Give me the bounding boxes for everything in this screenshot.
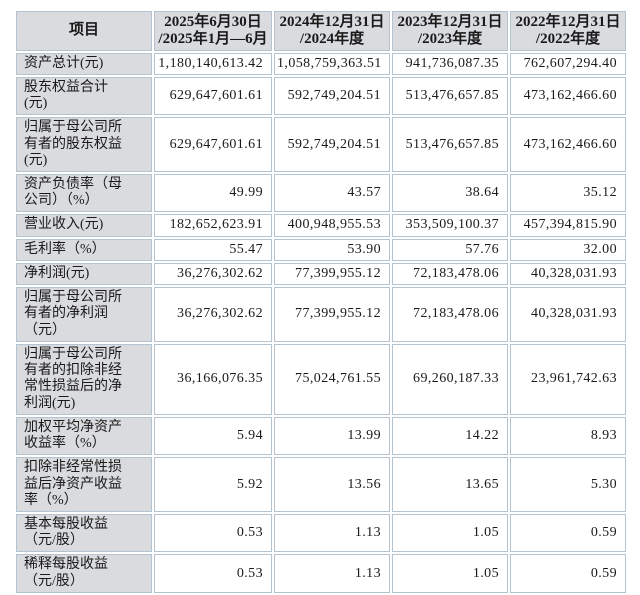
- table-row: 基本每股收益 （元/股） 0.53 1.13 1.05 0.59: [16, 513, 626, 553]
- item-column-header: 项目: [16, 11, 152, 51]
- value-cell: 35.12: [510, 174, 626, 213]
- key-financials-table: 项目 2025年6月30日 /2025年1月—6月 2024年12月31日 /202…: [14, 9, 628, 595]
- value-cell: 941,736,087.35: [392, 52, 508, 75]
- row-label-cell: 净利润(元): [16, 262, 152, 286]
- value-cell: 14.22: [392, 416, 508, 456]
- value-cell: 182,652,623.91: [154, 214, 272, 237]
- value-cell: 0.53: [154, 554, 272, 593]
- period-column-header: 2023年12月31日 /2023年度: [392, 11, 508, 51]
- value-cell: 72,183,478.06: [392, 287, 508, 342]
- value-cell: 1.05: [392, 513, 508, 553]
- value-cell: 629,647,601.61: [154, 76, 272, 116]
- table-row: 归属于母公司所 有者的扣除非经 常性损益后的净 利润(元) 36,166,076.…: [16, 343, 626, 415]
- table-row: 资产总计(元) 1,180,140,613.42 1,058,759,363.51 9…: [16, 52, 626, 75]
- value-cell: 0.59: [510, 513, 626, 553]
- value-cell: 513,476,657.85: [392, 76, 508, 116]
- value-cell: 1.13: [274, 513, 390, 553]
- value-cell: 53.90: [274, 238, 390, 261]
- period-column-header: 2025年6月30日 /2025年1月—6月: [154, 11, 272, 51]
- row-label-cell: 扣除非经常性损 益后净资产收益 率（%）: [16, 457, 152, 512]
- row-label-cell: 归属于母公司所 有者的净利润 （元）: [16, 287, 152, 342]
- value-cell: 36,276,302.62: [154, 287, 272, 342]
- value-cell: 1.13: [274, 554, 390, 593]
- value-cell: 629,647,601.61: [154, 117, 272, 172]
- value-cell: 592,749,204.51: [274, 117, 390, 172]
- value-cell: 1,180,140,613.42: [154, 52, 272, 75]
- value-cell: 72,183,478.06: [392, 262, 508, 286]
- table-row: 毛利率（%） 55.47 53.90 57.76 32.00: [16, 238, 626, 261]
- row-label-cell: 营业收入(元): [16, 214, 152, 237]
- value-cell: 43.57: [274, 174, 390, 213]
- value-cell: 0.53: [154, 513, 272, 553]
- value-cell: 353,509,100.37: [392, 214, 508, 237]
- value-cell: 23,961,742.63: [510, 343, 626, 415]
- value-cell: 36,166,076.35: [154, 343, 272, 415]
- value-cell: 36,276,302.62: [154, 262, 272, 286]
- value-cell: 513,476,657.85: [392, 117, 508, 172]
- row-label-cell: 资产负债率（母 公司）（%）: [16, 174, 152, 213]
- table-body: 资产总计(元) 1,180,140,613.42 1,058,759,363.51 9…: [16, 52, 626, 593]
- value-cell: 5.94: [154, 416, 272, 456]
- value-cell: 592,749,204.51: [274, 76, 390, 116]
- value-cell: 77,399,955.12: [274, 287, 390, 342]
- value-cell: 75,024,761.55: [274, 343, 390, 415]
- value-cell: 762,607,294.40: [510, 52, 626, 75]
- table-row: 归属于母公司所 有者的股东权益 (元) 629,647,601.61 592,749…: [16, 117, 626, 172]
- row-label-cell: 稀释每股收益 （元/股）: [16, 554, 152, 593]
- value-cell: 473,162,466.60: [510, 76, 626, 116]
- row-label-cell: 加权平均净资产 收益率（%）: [16, 416, 152, 456]
- row-label-cell: 毛利率（%）: [16, 238, 152, 261]
- financial-summary-section: 项目 2025年6月30日 /2025年1月—6月 2024年12月31日 /202…: [14, 9, 628, 595]
- value-cell: 40,328,031.93: [510, 287, 626, 342]
- table-row: 净利润(元) 36,276,302.62 77,399,955.12 72,183,4…: [16, 262, 626, 286]
- value-cell: 13.65: [392, 457, 508, 512]
- value-cell: 1,058,759,363.51: [274, 52, 390, 75]
- header-row: 项目 2025年6月30日 /2025年1月—6月 2024年12月31日 /202…: [16, 11, 626, 51]
- value-cell: 1.05: [392, 554, 508, 593]
- table-row: 股东权益合计 (元) 629,647,601.61 592,749,204.51 51…: [16, 76, 626, 116]
- value-cell: 49.99: [154, 174, 272, 213]
- value-cell: 400,948,955.53: [274, 214, 390, 237]
- row-label-cell: 归属于母公司所 有者的股东权益 (元): [16, 117, 152, 172]
- value-cell: 57.76: [392, 238, 508, 261]
- row-label-cell: 归属于母公司所 有者的扣除非经 常性损益后的净 利润(元): [16, 343, 152, 415]
- value-cell: 55.47: [154, 238, 272, 261]
- table-row: 稀释每股收益 （元/股） 0.53 1.13 1.05 0.59: [16, 554, 626, 593]
- value-cell: 38.64: [392, 174, 508, 213]
- table-row: 归属于母公司所 有者的净利润 （元） 36,276,302.62 77,399,95…: [16, 287, 626, 342]
- value-cell: 457,394,815.90: [510, 214, 626, 237]
- value-cell: 32.00: [510, 238, 626, 261]
- period-column-header: 2024年12月31日 /2024年度: [274, 11, 390, 51]
- row-label-cell: 基本每股收益 （元/股）: [16, 513, 152, 553]
- table-row: 资产负债率（母 公司）（%） 49.99 43.57 38.64 35.12: [16, 174, 626, 213]
- table-row: 营业收入(元) 182,652,623.91 400,948,955.53 353,5…: [16, 214, 626, 237]
- value-cell: 77,399,955.12: [274, 262, 390, 286]
- value-cell: 40,328,031.93: [510, 262, 626, 286]
- row-label-cell: 资产总计(元): [16, 52, 152, 75]
- value-cell: 69,260,187.33: [392, 343, 508, 415]
- value-cell: 5.92: [154, 457, 272, 512]
- value-cell: 13.99: [274, 416, 390, 456]
- row-label-cell: 股东权益合计 (元): [16, 76, 152, 116]
- period-column-header: 2022年12月31日 /2022年度: [510, 11, 626, 51]
- value-cell: 5.30: [510, 457, 626, 512]
- table-row: 扣除非经常性损 益后净资产收益 率（%） 5.92 13.56 13.65 5.30: [16, 457, 626, 512]
- value-cell: 473,162,466.60: [510, 117, 626, 172]
- value-cell: 0.59: [510, 554, 626, 593]
- table-row: 加权平均净资产 收益率（%） 5.94 13.99 14.22 8.93: [16, 416, 626, 456]
- value-cell: 8.93: [510, 416, 626, 456]
- value-cell: 13.56: [274, 457, 390, 512]
